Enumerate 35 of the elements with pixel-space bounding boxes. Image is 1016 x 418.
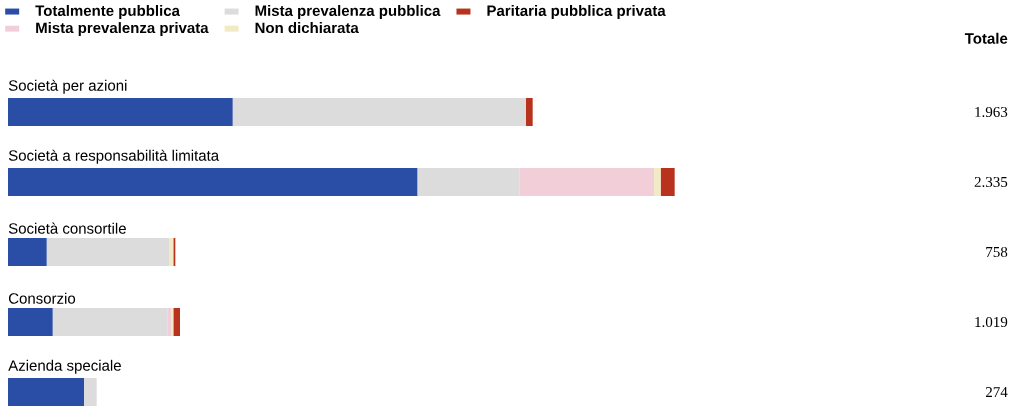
bar (232, 98, 526, 127)
y-tick-label: Società per azioni (8, 79, 127, 94)
legend-label: Paritaria pubblica privata (487, 4, 666, 19)
bar (8, 308, 53, 337)
bar (660, 168, 675, 197)
bar (417, 168, 520, 197)
y-tick-label: Consorzio (8, 292, 76, 304)
bar (654, 168, 661, 197)
bar (173, 308, 180, 337)
text: 1.963 (975, 106, 1008, 118)
bar (46, 238, 170, 267)
bar (171, 308, 174, 337)
y-tick-label: Società consortile (8, 222, 126, 234)
bar (8, 378, 84, 407)
text: 2.335 (974, 176, 1008, 188)
legend-label: Mista prevalenza privata (36, 22, 209, 37)
bar (173, 238, 176, 267)
text: 274 (985, 387, 1008, 397)
y-tick-label: Società a responsabilità limitata (8, 149, 220, 164)
bar (167, 308, 172, 337)
bar (169, 238, 174, 267)
bar (8, 238, 47, 267)
legend-label: Non dichiarata (255, 22, 359, 34)
text: Totale (964, 32, 1008, 44)
y-tick-label: Azienda speciale (8, 359, 121, 374)
bar (8, 98, 233, 127)
bar (52, 308, 168, 337)
text: 1.019 (975, 316, 1008, 328)
legend-label: Totalmente pubblica (35, 4, 181, 19)
bar (8, 168, 418, 197)
text: 758 (986, 246, 1008, 258)
bar (526, 98, 533, 127)
bar (84, 378, 97, 407)
legend-label: Mista prevalenza pubblica (255, 4, 441, 19)
bar (519, 168, 654, 197)
